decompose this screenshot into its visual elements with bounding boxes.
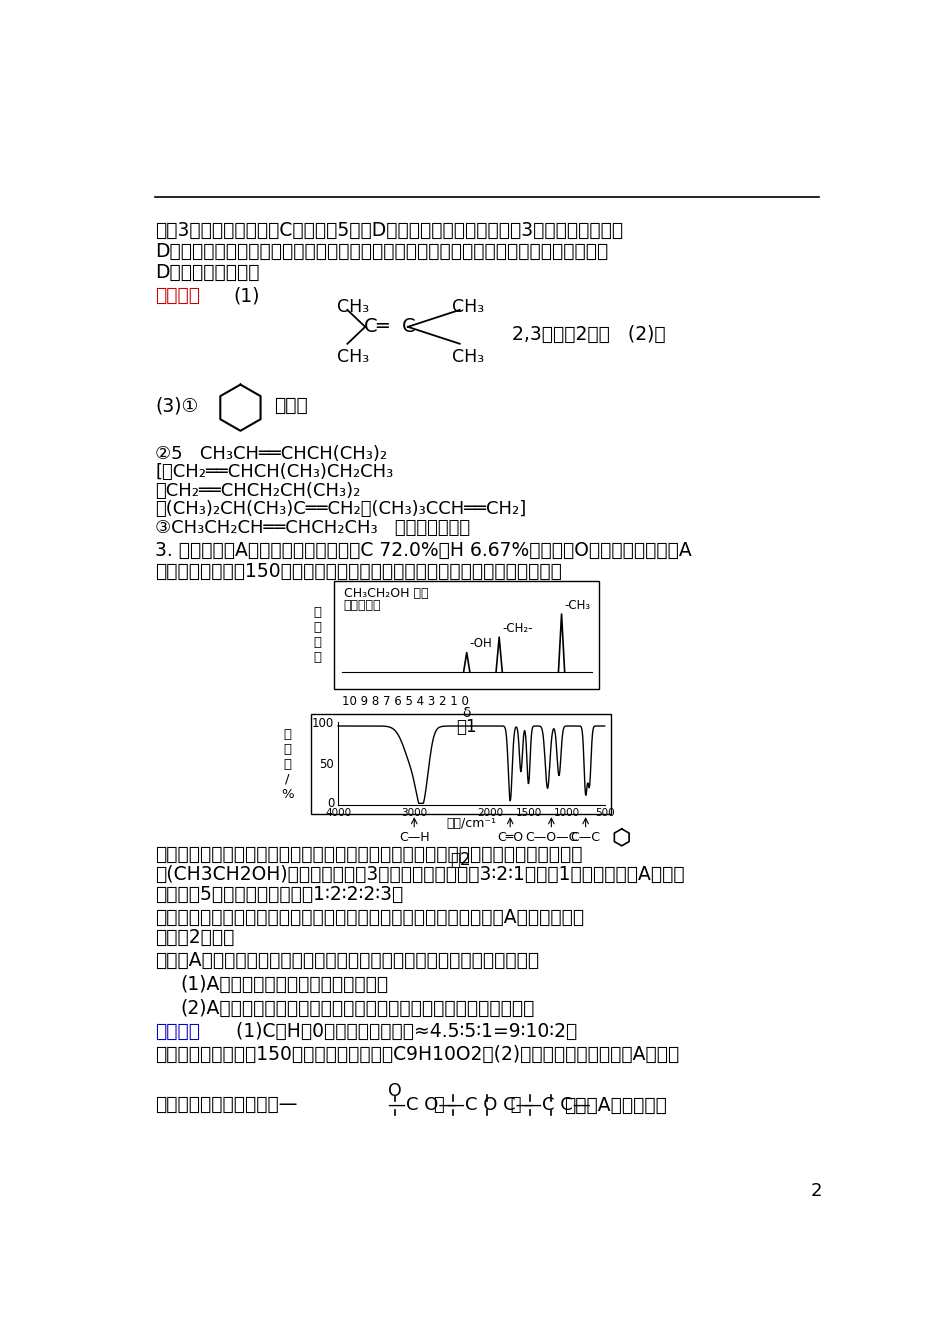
Text: -OH: -OH [470,637,492,650]
Text: -CH₃: -CH₃ [564,598,591,612]
Text: 方法一：核磁共振仪可以测定有机物分子里不同化学环境的氢原子及其相对数量。如乙: 方法一：核磁共振仪可以测定有机物分子里不同化学环境的氢原子及其相对数量。如乙 [155,845,582,864]
Text: 的相对分子质量为150。现代仪器分析有机化合物的分子结构有以下两种方法。: 的相对分子质量为150。现代仪器分析有机化合物的分子结构有以下两种方法。 [155,562,562,581]
Text: C═O: C═O [497,831,523,844]
Text: 或(CH₃)₂CH(CH₃)C══CH₂或(CH₃)₃CCH══CH₂]: 或(CH₃)₂CH(CH₃)C══CH₂或(CH₃)₃CCH══CH₂] [155,500,526,517]
Text: 【答案】: 【答案】 [155,286,200,305]
Text: δ: δ [463,706,471,719]
Text: -CH₂-: -CH₂- [503,622,533,634]
Text: ，所以A的结构简式: ，所以A的结构简式 [564,1095,667,1114]
Text: ②5   CH₃CH══CHCH(CH₃)₂: ②5 CH₃CH══CHCH(CH₃)₂ [155,445,388,462]
Text: —C C—: —C C— [524,1097,591,1114]
Text: C—C: C—C [571,831,600,844]
Text: 共振谱有5个峰，其面积之比为1∶2∶2∶2∶3。: 共振谱有5个峰，其面积之比为1∶2∶2∶2∶3。 [155,886,404,905]
Text: 磁共振谱图: 磁共振谱图 [344,599,381,613]
Text: (2)A的结构简式为＿＿＿＿＿＿＿＿＿＿＿＿（任写一种，下同）。: (2)A的结构简式为＿＿＿＿＿＿＿＿＿＿＿＿（任写一种，下同）。 [180,999,535,1017]
Text: 1500: 1500 [516,808,541,818]
Text: (3)①: (3)① [155,396,199,415]
Text: 2000: 2000 [477,808,504,818]
Text: 吸
收
强
度: 吸 收 强 度 [314,606,321,664]
Text: [或CH₂══CHCH(CH₃)CH₂CH₃: [或CH₂══CHCH(CH₃)CH₂CH₃ [155,464,393,481]
Text: 3. 有机化合物A经李比希法测得其中含C 72.0%，H 6.67%，其余为O，质谱法分析得知A: 3. 有机化合物A经李比希法测得其中含C 72.0%，H 6.67%，其余为O，… [155,540,692,560]
Text: CH₃: CH₃ [337,348,370,367]
Text: (1)A的分子式为＿＿＿＿＿＿＿＿＿。: (1)A的分子式为＿＿＿＿＿＿＿＿＿。 [180,976,389,995]
Text: 谱如图2所示。: 谱如图2所示。 [155,929,235,948]
Text: 50: 50 [319,758,334,770]
Text: D要求的只有一种。: D要求的只有一种。 [155,263,259,282]
Text: —C O C—: —C O C— [446,1097,533,1114]
Text: ═: ═ [376,317,388,336]
Text: CH₃: CH₃ [452,348,484,367]
Text: 透
过
率
/
%: 透 过 率 / % [281,727,294,801]
Text: ③CH₃CH₂CH══CHCH₂CH₃   测定核磁共振谱: ③CH₃CH₂CH══CHCH₂CH₃ 测定核磁共振谱 [155,519,470,536]
Text: 【解析】: 【解析】 [155,1023,200,1042]
Text: C: C [364,317,377,336]
Bar [311,714,611,814]
Text: 1000: 1000 [554,808,579,818]
Text: 环己烷: 环己烷 [274,396,308,415]
Text: CH₃CH₂OH 的核: CH₃CH₂OH 的核 [344,587,428,599]
Text: (1)C、H、0的个数之比为：：≈4.5∶5∶1=9∶10∶2。: (1)C、H、0的个数之比为：：≈4.5∶5∶1=9∶10∶2。 [218,1023,578,1042]
Text: C: C [402,317,415,336]
Text: 方法二：利用红外光谱仪可初步检测有机化合物中的某些基团，现测得A分子的红外光: 方法二：利用红外光谱仪可初步检测有机化合物中的某些基团，现测得A分子的红外光 [155,909,584,927]
Text: 10 9 8 7 6 5 4 3 2 1 0: 10 9 8 7 6 5 4 3 2 1 0 [342,695,469,708]
Text: ，: ， [433,1097,445,1114]
Text: 根据相对分子质量为150，可求得其分子式为C9H10O2。(2)通过红外光谱图可知：A分子中: 根据相对分子质量为150，可求得其分子式为C9H10O2。(2)通过红外光谱图可… [155,1046,679,1064]
Text: CH₃: CH₃ [337,298,370,316]
Text: (1): (1) [234,286,260,305]
Text: 或CH₂══CHCH₂CH(CH₃)₂: 或CH₂══CHCH₂CH(CH₃)₂ [155,481,361,500]
Text: 醇(CH3CH2OH)的核磁共振谱有3个峰，其面积之比为3∶2∶1，如图1所示。现测出A的核磁: 醇(CH3CH2OH)的核磁共振谱有3个峰，其面积之比为3∶2∶1，如图1所示。… [155,866,685,884]
Text: 4000: 4000 [325,808,352,818]
Text: 图2: 图2 [450,851,471,870]
Text: 2,3二甲基2丁烯   (2)是: 2,3二甲基2丁烯 (2)是 [512,324,666,344]
Text: 和: 和 [504,1097,527,1114]
Text: 图1: 图1 [456,718,477,737]
Text: —C O—: —C O— [389,1097,457,1114]
Text: C—H: C—H [399,831,429,844]
Text: 连接3个碳原子，即符合C的要求有5种。D的核磁共振谱表明分子中有3种类型的氢原子，: 连接3个碳原子，即符合C的要求有5种。D的核磁共振谱表明分子中有3种类型的氢原子… [155,222,623,241]
Text: 0: 0 [327,797,334,810]
Text: 500: 500 [595,808,615,818]
Text: 波数/cm⁻¹: 波数/cm⁻¹ [446,817,496,831]
Bar [334,581,599,688]
Text: 3000: 3000 [401,808,428,818]
Text: 2: 2 [810,1181,822,1200]
Text: CH₃: CH₃ [452,298,484,316]
Text: 已知：A分子中只含一个苯环，且苯环上只有一个取代基，试回答下列问题：: 已知：A分子中只含一个苯环，且苯环上只有一个取代基，试回答下列问题： [155,950,540,969]
Text: 100: 100 [312,716,334,730]
Text: C—O—C: C—O—C [525,831,578,844]
Text: O: O [388,1082,402,1101]
Text: 除含一个苯环外，还含有—: 除含一个苯环外，还含有— [155,1095,297,1114]
Text: D与氢气反应后的生成物中所有碳原子可能处在同一平面内，说明烯烃中不能有支链，符合: D与氢气反应后的生成物中所有碳原子可能处在同一平面内，说明烯烃中不能有支链，符合 [155,242,608,261]
